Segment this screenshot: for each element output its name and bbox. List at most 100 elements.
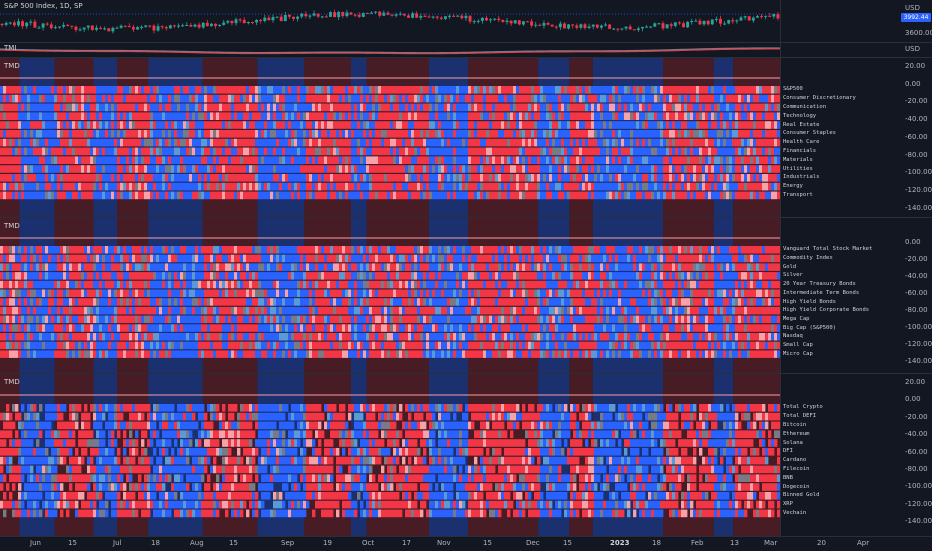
heatmap-cell bbox=[435, 174, 438, 182]
heatmap-cell bbox=[219, 148, 222, 156]
heatmap-cell bbox=[327, 139, 330, 147]
heatmap-cell bbox=[546, 112, 549, 120]
heatmap-cell bbox=[81, 165, 84, 173]
heatmap-cell bbox=[582, 263, 585, 271]
heatmap-cell bbox=[60, 121, 63, 129]
heatmap-cell bbox=[672, 174, 675, 182]
heatmap-cell bbox=[681, 183, 684, 191]
heatmap-cell bbox=[741, 130, 744, 138]
tmi-axis[interactable]: USD bbox=[780, 43, 932, 57]
heatmap-cell bbox=[555, 121, 558, 129]
sectors-plot[interactable]: TMD bbox=[0, 58, 780, 217]
heatmap-cell bbox=[483, 272, 486, 280]
heatmap-cell bbox=[699, 192, 702, 200]
price-pane[interactable]: S&P 500 Index, 1D, SP USD 3992.44 3600.0… bbox=[0, 0, 932, 42]
heatmap-cell bbox=[624, 104, 627, 112]
heatmap-cell bbox=[156, 104, 159, 112]
heatmap-cell bbox=[345, 95, 348, 103]
heatmap-cell bbox=[186, 183, 189, 191]
heatmap-cell bbox=[171, 86, 174, 94]
price-plot[interactable]: S&P 500 Index, 1D, SP bbox=[0, 0, 780, 42]
heatmap-cell bbox=[723, 174, 726, 182]
heatmap-cell bbox=[561, 165, 564, 173]
heatmap-cell bbox=[621, 95, 624, 103]
heatmap-cell bbox=[255, 95, 258, 103]
tmi-plot[interactable]: TMI bbox=[0, 43, 780, 57]
heatmap-cell bbox=[342, 263, 345, 271]
heatmap-cell bbox=[60, 246, 63, 254]
heatmap-cell bbox=[294, 263, 297, 271]
heatmap-cell bbox=[654, 86, 657, 94]
heatmap-cell bbox=[51, 156, 54, 164]
heatmap-cell bbox=[615, 192, 618, 200]
heatmap-cell bbox=[540, 174, 543, 182]
heatmap-cell bbox=[693, 192, 696, 200]
heatmap-cell bbox=[228, 263, 231, 271]
heatmap-cell bbox=[126, 263, 129, 271]
heatmap-cell bbox=[402, 272, 405, 280]
heatmap-cell bbox=[561, 156, 564, 164]
heatmap-cell bbox=[225, 130, 228, 138]
heatmap-cell bbox=[663, 165, 666, 173]
heatmap-cell bbox=[402, 121, 405, 129]
heatmap-cell bbox=[531, 121, 534, 129]
heatmap-cell bbox=[483, 165, 486, 173]
heatmap-cell bbox=[306, 104, 309, 112]
heatmap-cell bbox=[399, 156, 402, 164]
heatmap-cell bbox=[669, 104, 672, 112]
heatmap-cell bbox=[756, 165, 759, 173]
heatmap-cell bbox=[51, 95, 54, 103]
heatmap-cell bbox=[741, 156, 744, 164]
heatmap-cell bbox=[57, 246, 60, 254]
assets-plot[interactable]: TMD bbox=[0, 218, 780, 373]
heatmap-cell bbox=[285, 272, 288, 280]
candle-body bbox=[9, 22, 12, 23]
heatmap-cell bbox=[657, 121, 660, 129]
heatmap-cell bbox=[24, 104, 27, 112]
heatmap-cell bbox=[549, 121, 552, 129]
assets-pane[interactable]: TMD 0.00-20.00-40.00-60.00-80.00-100.00-… bbox=[0, 218, 932, 373]
heatmap-cell bbox=[390, 263, 393, 271]
heatmap-cell bbox=[738, 165, 741, 173]
heatmap-cell bbox=[366, 183, 369, 191]
heatmap-cell bbox=[510, 263, 513, 271]
heatmap-cell bbox=[24, 95, 27, 103]
heatmap-cell bbox=[585, 139, 588, 147]
heatmap-cell bbox=[747, 165, 750, 173]
heatmap-cell bbox=[372, 139, 375, 147]
heatmap-cell bbox=[558, 246, 561, 254]
heatmap-cell bbox=[387, 86, 390, 94]
price-axis[interactable]: USD 3992.44 3600.00 bbox=[780, 0, 932, 42]
tmi-pane[interactable]: TMI USD bbox=[0, 43, 932, 57]
heatmap-cell bbox=[30, 255, 33, 263]
heatmap-cell bbox=[423, 246, 426, 254]
heatmap-cell bbox=[30, 130, 33, 138]
heatmap-cell bbox=[315, 246, 318, 254]
heatmap-cell bbox=[42, 272, 45, 280]
heatmap-cell bbox=[288, 165, 291, 173]
heatmap-cell bbox=[213, 130, 216, 138]
heatmap-cell bbox=[96, 104, 99, 112]
heatmap-cell bbox=[213, 139, 216, 147]
heatmap-cell bbox=[339, 148, 342, 156]
heatmap-cell bbox=[435, 165, 438, 173]
heatmap-cell bbox=[612, 139, 615, 147]
heatmap-cell bbox=[321, 263, 324, 271]
heatmap-cell bbox=[609, 121, 612, 129]
heatmap-cell bbox=[78, 86, 81, 94]
heatmap-cell bbox=[747, 255, 750, 263]
heatmap-cell bbox=[573, 272, 576, 280]
heatmap-cell bbox=[375, 272, 378, 280]
heatmap-cell bbox=[306, 130, 309, 138]
heatmap-cell bbox=[321, 272, 324, 280]
heatmap-cell bbox=[234, 95, 237, 103]
heatmap-cell bbox=[246, 246, 249, 254]
heatmap-cell bbox=[684, 148, 687, 156]
heatmap-cell bbox=[333, 272, 336, 280]
heatmap-cell bbox=[240, 148, 243, 156]
heatmap-cell bbox=[420, 263, 423, 271]
heatmap-cell bbox=[501, 86, 504, 94]
heatmap-cell bbox=[534, 183, 537, 191]
heatmap-cell bbox=[366, 192, 369, 200]
